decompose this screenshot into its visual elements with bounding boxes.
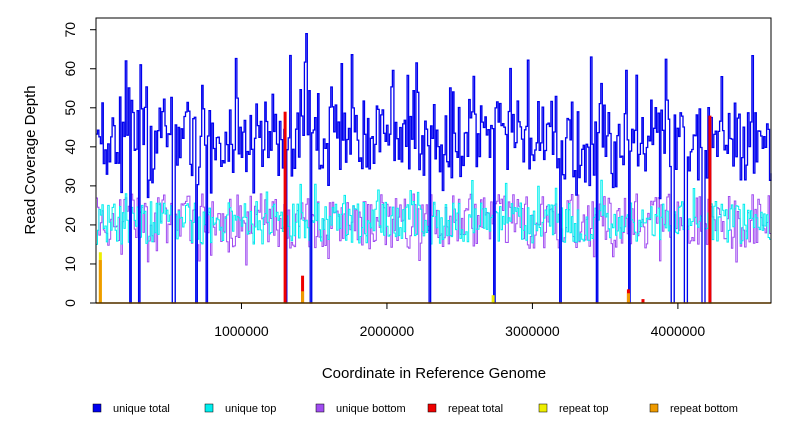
- legend-label: unique total: [113, 403, 170, 415]
- series-unique-total: [96, 32, 772, 304]
- y-tick-label: 30: [62, 178, 78, 194]
- x-tick-label: 4000000: [651, 323, 706, 339]
- series-layer: [96, 32, 772, 304]
- series-repeat-total-spike: [301, 275, 305, 303]
- legend-swatch: [92, 403, 102, 413]
- y-tick-label: 20: [62, 217, 78, 233]
- legend-swatch: [427, 403, 437, 413]
- legend-swatch: [204, 403, 214, 413]
- x-axis: 1000000 2000000 3000000 4000000: [214, 303, 705, 339]
- series-repeat-bottom-spike: [301, 291, 305, 303]
- legend-label: repeat total: [448, 403, 503, 415]
- y-tick-label: 40: [62, 139, 78, 155]
- x-tick-label: 3000000: [505, 323, 560, 339]
- series-repeat-bottom-spike: [626, 293, 630, 303]
- legend-swatch: [538, 403, 548, 413]
- legend: unique total unique top unique bottom repea…: [92, 403, 738, 415]
- series-repeat-total-spike: [283, 111, 287, 303]
- x-tick-label: 2000000: [360, 323, 415, 339]
- series-repeat-top-spike: [491, 295, 495, 303]
- y-tick-label: 50: [62, 100, 78, 116]
- series-repeat-bottom-spike: [98, 260, 102, 303]
- series-unique-top: [96, 179, 772, 304]
- x-tick-label: 1000000: [214, 323, 269, 339]
- series-repeat-total-spike: [708, 115, 712, 303]
- plot-frame: [95, 17, 772, 304]
- y-tick-label: 10: [62, 256, 78, 272]
- legend-swatch: [315, 403, 325, 413]
- legend-swatch: [649, 403, 659, 413]
- y-tick-label: 60: [62, 61, 78, 77]
- series-repeat-total-spike: [641, 299, 645, 303]
- y-tick-label: 0: [62, 299, 78, 307]
- x-axis-label: Coordinate in Reference Genome: [322, 365, 546, 382]
- legend-label: repeat top: [559, 403, 609, 415]
- y-axis-label: Read Coverage Depth: [22, 85, 39, 234]
- legend-label: unique top: [225, 403, 276, 415]
- legend-label: repeat bottom: [670, 403, 738, 415]
- legend-label: unique bottom: [336, 403, 406, 415]
- y-axis: 0 10 20 30 40 50 60 70: [62, 22, 96, 307]
- y-tick-label: 70: [62, 22, 78, 38]
